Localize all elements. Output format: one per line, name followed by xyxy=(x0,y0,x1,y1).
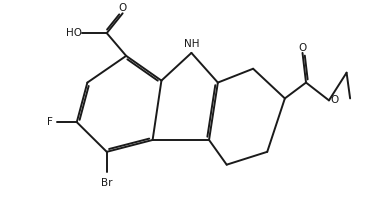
Text: O: O xyxy=(331,95,339,105)
Text: O: O xyxy=(298,43,307,53)
Text: NH: NH xyxy=(184,39,199,49)
Text: Br: Br xyxy=(101,178,113,188)
Text: O: O xyxy=(119,3,127,13)
Text: HO: HO xyxy=(66,28,82,38)
Text: F: F xyxy=(47,117,53,127)
